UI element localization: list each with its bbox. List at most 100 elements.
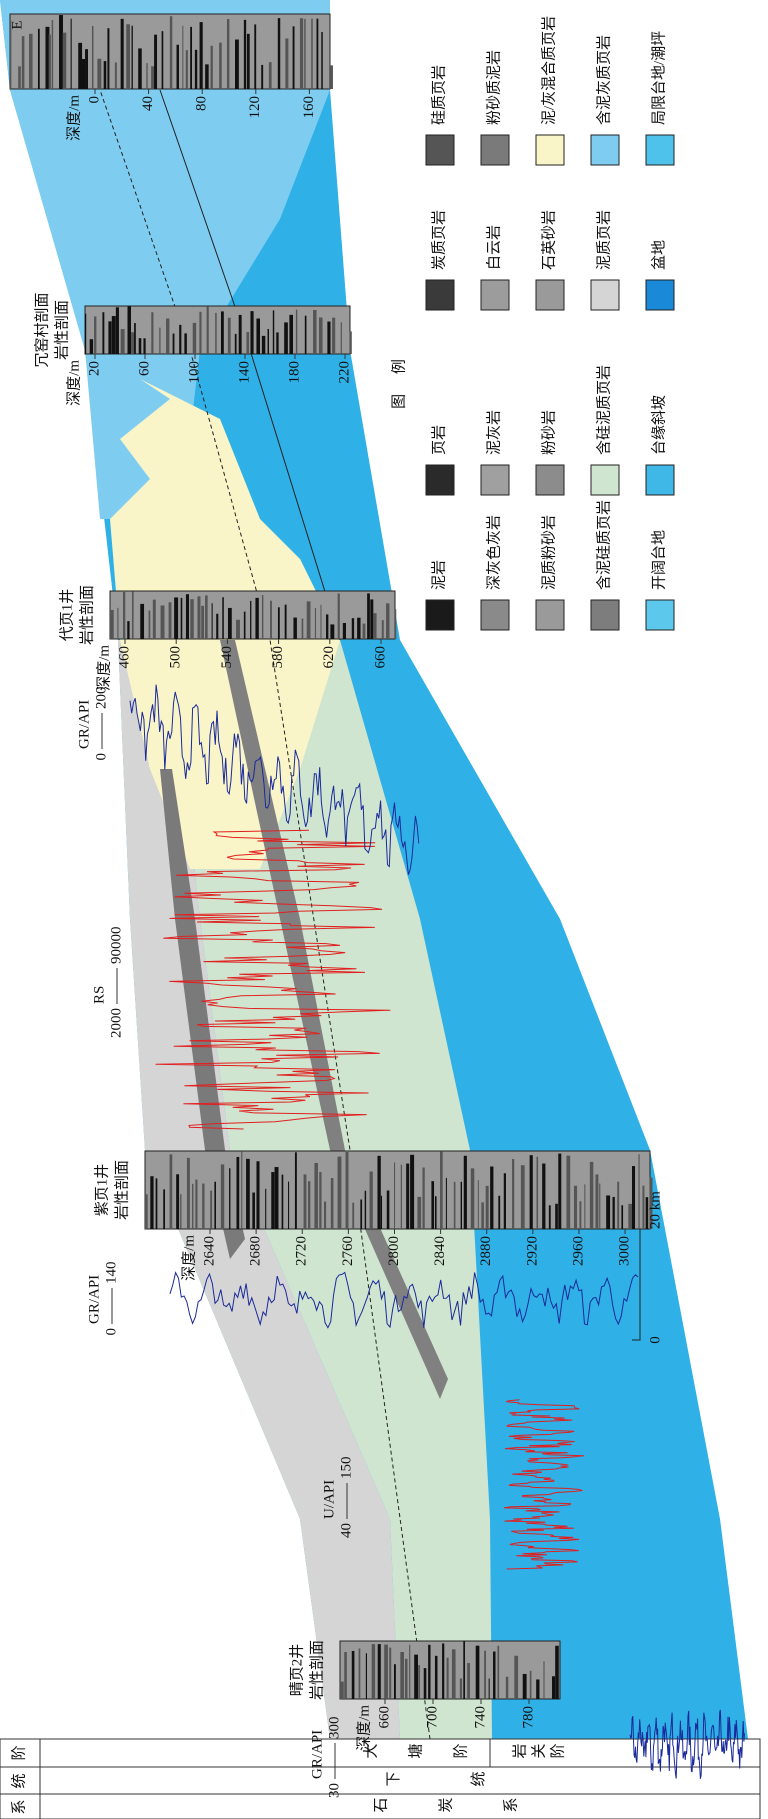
legend-swatch	[590, 279, 620, 311]
curve-name: GR/API	[86, 1275, 102, 1324]
depth-value: 180	[286, 361, 302, 384]
lithology-bed	[599, 1183, 601, 1229]
lithology-bed	[285, 38, 289, 89]
lithology-bed	[127, 306, 131, 354]
lithology-bed	[475, 1645, 480, 1699]
lithology-bed	[345, 1152, 349, 1229]
legend-swatch	[425, 599, 455, 631]
lithology-bed	[227, 607, 232, 639]
lithology-bed	[219, 42, 222, 89]
lithology-bed	[169, 16, 173, 89]
lithology-bed	[205, 64, 209, 89]
lithology-bed	[214, 1181, 216, 1229]
lithology-bed	[115, 307, 119, 354]
lithology-bed	[186, 1157, 190, 1229]
lithology-bed	[349, 331, 352, 354]
lithology-bed	[377, 1644, 381, 1699]
legend-swatch	[535, 279, 565, 311]
depth-value: 2960	[570, 1236, 586, 1266]
lithology-bed	[384, 1644, 388, 1699]
lithology-bed	[246, 332, 250, 354]
depth-value: 740	[472, 1706, 488, 1729]
depth-value: 100	[186, 361, 202, 384]
lithology-bed	[304, 315, 307, 354]
legend-swatch	[590, 134, 620, 166]
lithology-bed	[85, 49, 88, 89]
table-header: 统	[10, 1773, 27, 1788]
lithology-bed	[579, 1201, 582, 1229]
section-label: 岩性剖面	[53, 300, 70, 360]
lithology-bed	[352, 1202, 355, 1229]
lithology-bed	[311, 18, 313, 89]
lithology-bed	[318, 317, 323, 354]
lithology-bed	[621, 1205, 624, 1229]
lithology-bed	[314, 1162, 318, 1229]
lithology-bed	[400, 1164, 402, 1229]
lithology-bed	[422, 1167, 425, 1229]
lithology-bed	[467, 1663, 470, 1699]
lithology-bed	[459, 1678, 463, 1699]
legend-swatch	[645, 464, 675, 496]
lithology-bed	[324, 1201, 327, 1229]
lithology-bed	[45, 26, 50, 89]
curve-max: 150	[338, 1457, 354, 1480]
lithology-bed	[94, 316, 97, 354]
lithology-bed	[529, 1670, 532, 1699]
lithology-bed	[274, 1167, 279, 1229]
lithology-bed	[645, 1197, 649, 1229]
log-curve	[503, 1399, 584, 1570]
lithology-bed	[431, 1181, 435, 1229]
lithology-bed	[536, 1156, 539, 1229]
lithology-bed	[380, 1195, 383, 1229]
legend-swatch	[535, 134, 565, 166]
curve-name: RS	[91, 986, 107, 1004]
lithology-bed	[505, 1676, 509, 1699]
lithology-bed	[595, 1174, 599, 1229]
lithology-bed	[18, 66, 21, 89]
lithology-bed	[371, 1644, 376, 1699]
lithology-bed	[37, 28, 40, 89]
lithology-bed	[268, 62, 272, 89]
depth-label: 深度/m	[180, 1235, 197, 1281]
lithology-bed	[555, 1645, 559, 1699]
legend-label: 炭质页岩	[430, 210, 447, 270]
curve-min: 30	[326, 1783, 342, 1798]
lithology-bed	[536, 1679, 540, 1699]
lithology-bed	[210, 45, 213, 89]
scale-end: 20 km	[647, 1191, 663, 1229]
lithology-bed	[185, 594, 190, 639]
legend-label: 含泥硅质页岩	[595, 500, 612, 590]
lithology-bed	[267, 328, 270, 354]
legend-label: 含泥灰质页岩	[595, 35, 612, 125]
lithology-bed	[222, 597, 224, 639]
legend-swatch	[480, 599, 510, 631]
lithology-bed	[120, 329, 125, 354]
legend-label: 泥质粉砂岩	[540, 515, 557, 590]
slope-facies	[0, 0, 330, 519]
lithology-bed	[314, 607, 317, 639]
lithology-bed	[551, 1676, 556, 1699]
lithology-bed	[250, 311, 254, 354]
lithology-bed	[337, 1156, 342, 1229]
lithology-bed	[370, 599, 374, 639]
lithology-bed	[428, 1644, 431, 1699]
system: 石炭系	[373, 1798, 568, 1815]
depth-value: 460	[116, 646, 132, 669]
lithology-bed	[152, 599, 156, 639]
lithology-bed	[236, 619, 240, 639]
lithology-bed	[358, 1648, 361, 1699]
lithology-bed	[241, 1151, 243, 1229]
lithology-bed	[59, 15, 63, 89]
curve-max: 90000	[108, 927, 124, 965]
depth-label: 深度/m	[65, 360, 82, 406]
section-label: 岩性剖面	[78, 585, 95, 645]
depth-value: 2760	[340, 1236, 356, 1266]
lithology-bed	[320, 604, 322, 639]
lithology-bed	[250, 600, 252, 639]
lithology-bed	[238, 314, 242, 354]
lithology-bed	[21, 36, 25, 89]
lithology-bed	[400, 1651, 404, 1699]
depth-value: 500	[168, 646, 184, 669]
lithology-bed	[265, 1188, 267, 1229]
